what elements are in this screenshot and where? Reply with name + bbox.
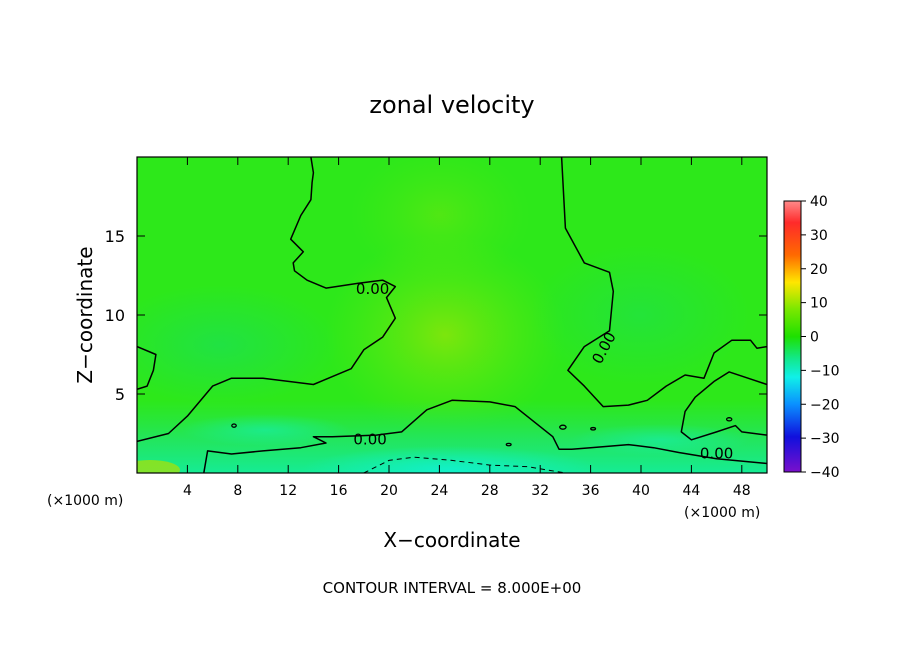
colorbar-tick-label: −30: [810, 431, 840, 447]
colorbar-tick-label: −20: [810, 397, 840, 413]
plot-area: 0.000.000.000.00: [137, 157, 767, 473]
x-tick-label: 40: [632, 483, 650, 499]
x-axis-ticks: 4 8 12 16 20 24 28 32 36 40 44 48: [183, 157, 751, 499]
field-positive-upper: [350, 157, 530, 285]
field-min-left: [180, 414, 350, 446]
colorbar: [783, 200, 802, 473]
field-corner-positive: [137, 460, 180, 473]
chart-title: zonal velocity: [369, 91, 534, 119]
field-negative-left: [137, 285, 340, 405]
zero-contour-line: [137, 345, 157, 391]
x-tick-label: 28: [481, 483, 499, 499]
zero-contour-line: [560, 157, 767, 408]
x-tick-label: 44: [682, 483, 700, 499]
negative-contour-line: [363, 456, 566, 473]
x-tick-label: 4: [183, 483, 192, 499]
field-positive-core: [325, 235, 565, 435]
x-unit-left: (×1000 m): [47, 493, 123, 509]
x-tick-label: 36: [582, 483, 600, 499]
y-tick-label: 10: [105, 306, 125, 325]
colorbar-tick-label: −10: [810, 363, 840, 379]
x-tick-label: 32: [531, 483, 549, 499]
x-tick-label: 20: [380, 483, 398, 499]
colorbar-tick-label: 20: [810, 262, 828, 278]
contour-label: 0.00: [356, 280, 389, 298]
small-contour-loop: [725, 417, 733, 422]
x-tick-label: 24: [430, 483, 448, 499]
colorbar-tick-label: 40: [810, 194, 828, 210]
contour-lines: [137, 157, 767, 473]
y-tick-label: 5: [115, 385, 125, 404]
field-negative-right: [530, 245, 750, 385]
field-min-right: [570, 424, 750, 456]
small-contour-loop: [505, 442, 512, 447]
x-tick-label: 8: [233, 483, 242, 499]
y-axis-ticks: 5 10 15: [105, 227, 767, 404]
small-contour-loop: [231, 423, 237, 428]
colorbar-ticks: 40 30 20 10 0 −10 −20 −30 −40: [801, 194, 840, 481]
x-unit-right: (×1000 m): [684, 505, 760, 521]
colorbar-tick-label: 0: [810, 330, 819, 346]
x-tick-label: 48: [733, 483, 751, 499]
zero-contour-line: [203, 399, 767, 473]
small-contour-loop: [590, 426, 597, 431]
zero-contour-line: [680, 371, 767, 441]
small-contour-loop: [559, 424, 567, 430]
x-axis-label: X−coordinate: [383, 528, 520, 552]
zero-contour-line: [137, 157, 397, 443]
contour-label: 0.00: [353, 430, 386, 448]
x-tick-label: 12: [279, 483, 297, 499]
contour-interval-text: CONTOUR INTERVAL = 8.000E+00: [323, 579, 582, 597]
contour-label: 0.00: [700, 445, 733, 463]
x-tick-label: 16: [330, 483, 348, 499]
colorbar-tick-label: −40: [810, 465, 840, 481]
y-axis-label: Z−coordinate: [73, 246, 97, 383]
y-tick-label: 15: [105, 227, 125, 246]
colorbar-tick-label: 30: [810, 228, 828, 244]
colorbar-tick-label: 10: [810, 296, 828, 312]
